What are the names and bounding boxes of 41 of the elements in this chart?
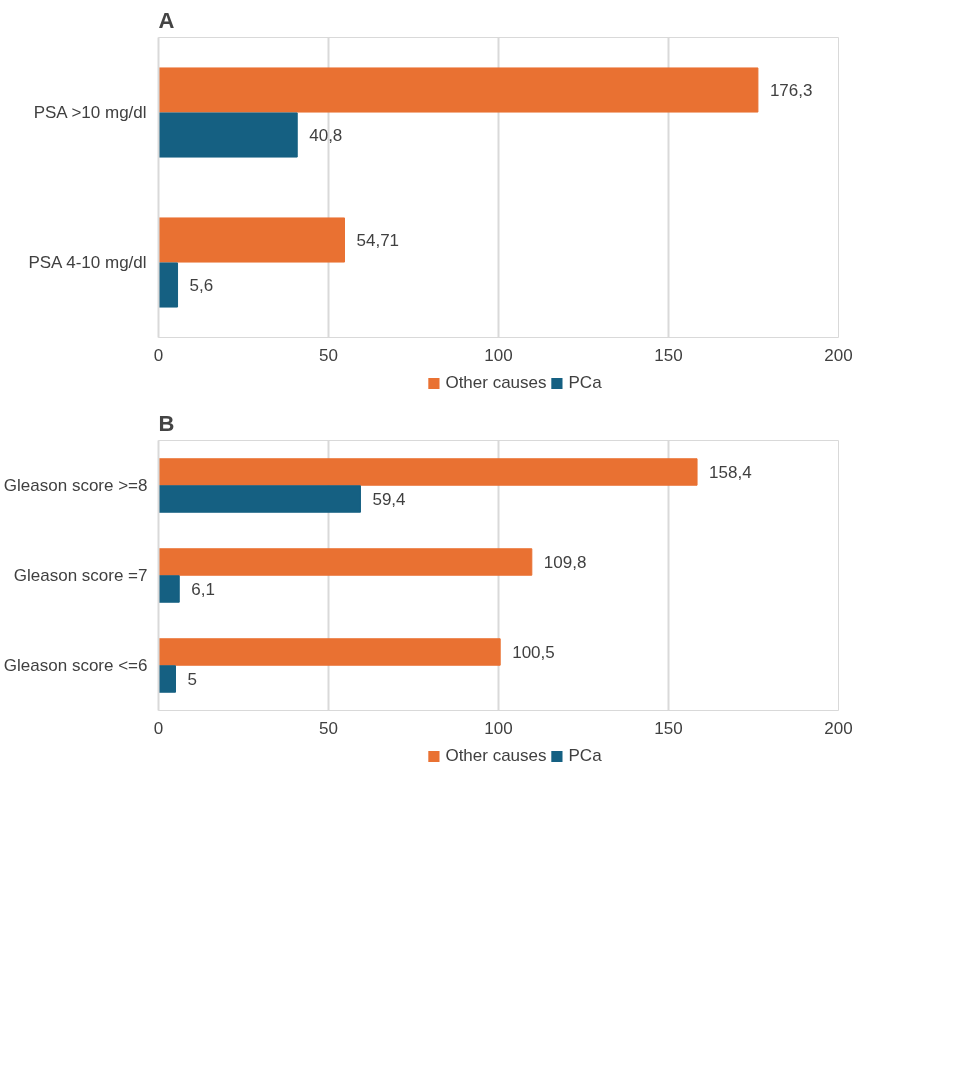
x-tick-label: 150 (654, 345, 683, 365)
data-label: 54,71 (356, 231, 400, 250)
x-tick-label: 50 (319, 718, 338, 738)
bar (158, 638, 501, 666)
data-label: 40,8 (309, 126, 343, 145)
x-tick-label: 100 (484, 345, 513, 365)
bar (158, 67, 759, 113)
legend-label: Other causes (445, 373, 547, 393)
y-tick-label: Gleason score >=8 (3, 476, 148, 495)
x-tick-label: 50 (319, 345, 338, 365)
legend-label: PCa (568, 746, 602, 766)
x-tick-label: 100 (484, 718, 513, 738)
y-tick-label: PSA 4-10 mg/dl (28, 253, 147, 272)
data-label: 158,4 (709, 463, 752, 482)
bar (158, 458, 698, 486)
y-tick-label: Gleason score <=6 (3, 656, 148, 675)
bar (158, 665, 176, 693)
legend-label: Other causes (445, 746, 547, 766)
data-label: 6,1 (191, 580, 215, 599)
data-label: 5 (187, 670, 197, 689)
y-tick-label: PSA >10 mg/dl (33, 103, 147, 122)
data-label: 59,4 (372, 490, 406, 509)
data-label: 176,3 (769, 81, 813, 100)
x-tick-label: 150 (654, 718, 683, 738)
data-label: 109,8 (543, 553, 587, 572)
bar (158, 112, 298, 158)
x-tick-label: 200 (824, 718, 853, 738)
bar (158, 548, 533, 576)
x-tick-label: 0 (153, 345, 164, 365)
y-tick-label: Gleason score =7 (13, 566, 148, 585)
data-label: 100,5 (512, 643, 555, 662)
chart-title: A (158, 7, 175, 33)
data-label: 5,6 (189, 276, 214, 295)
legend-label: PCa (568, 373, 602, 393)
chart-title: B (158, 410, 175, 436)
x-tick-label: 0 (153, 718, 164, 738)
bar (158, 575, 180, 603)
bar (158, 217, 346, 263)
bar (158, 262, 179, 308)
x-tick-label: 200 (824, 345, 853, 365)
bar (158, 485, 361, 513)
